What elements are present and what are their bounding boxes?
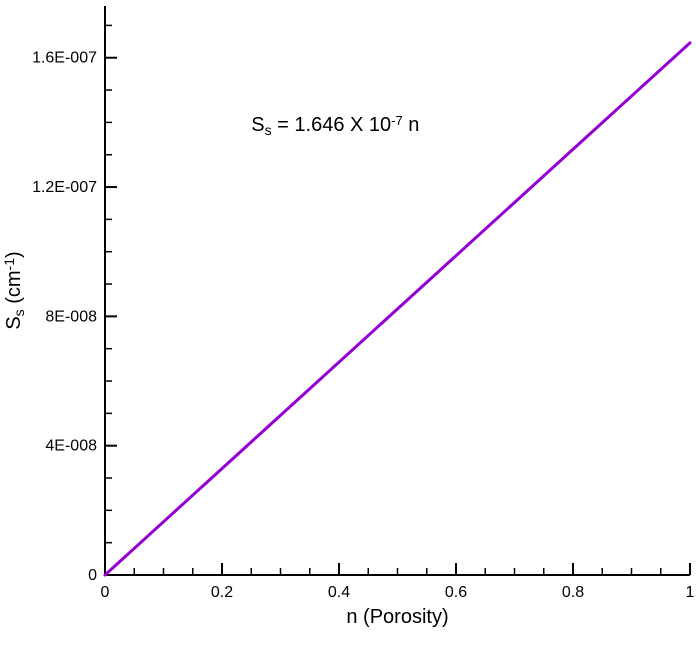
y-tick-label: 8E-008	[45, 308, 97, 325]
y-tick-label: 1.6E-007	[32, 50, 97, 67]
chart-container: 0 0.2 0.4 0.6 0.8 1 n (Porosity) 0 4E-008 8E-008 1…	[0, 0, 696, 645]
line-chart: 0 0.2 0.4 0.6 0.8 1 n (Porosity) 0 4E-008 8E-008 1…	[0, 0, 696, 645]
y-tick-label: 1.2E-007	[32, 179, 97, 196]
x-tick-label: 0	[101, 584, 110, 601]
x-tick-label: 0.2	[211, 584, 233, 601]
x-tick-label: 0.6	[445, 584, 467, 601]
x-tick-label: 1	[686, 584, 695, 601]
x-tick-label: 0.8	[562, 584, 584, 601]
x-tick-label: 0.4	[328, 584, 350, 601]
x-axis-label: n (Porosity)	[346, 606, 448, 628]
y-tick-label: 4E-008	[45, 438, 97, 455]
y-tick-label: 0	[88, 567, 97, 584]
